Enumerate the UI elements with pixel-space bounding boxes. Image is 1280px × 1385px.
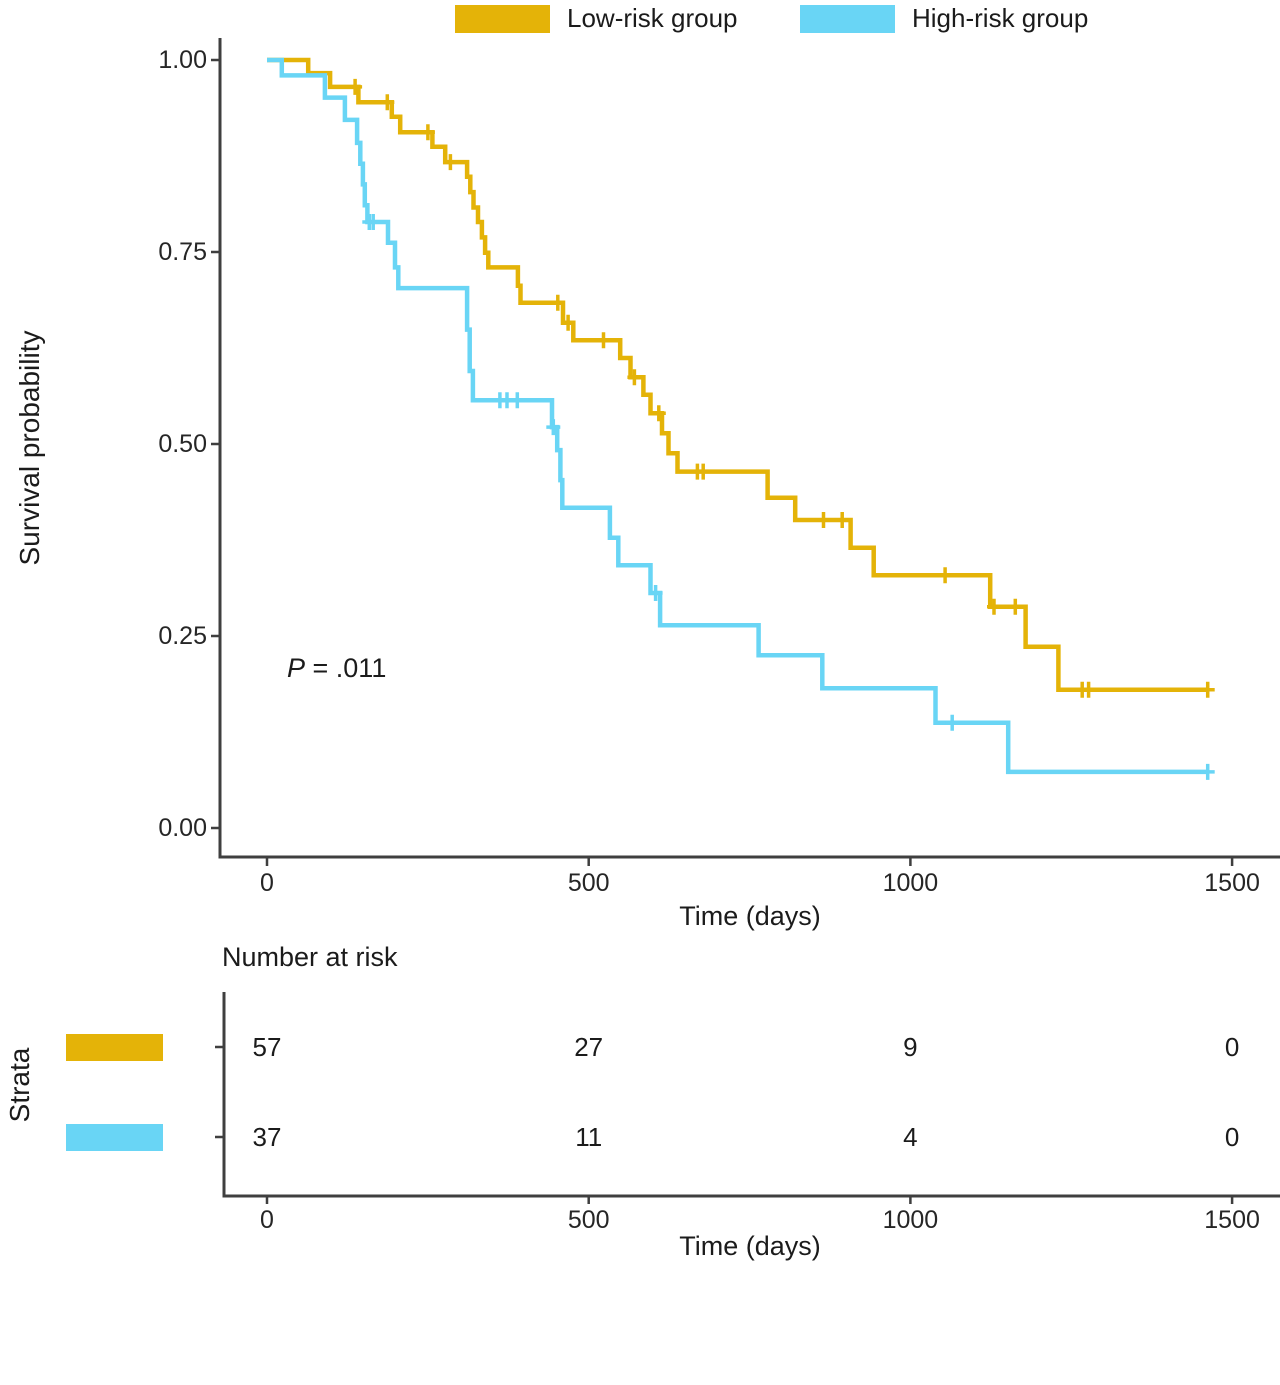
risk-table-title: Number at risk: [222, 942, 398, 972]
x-tick-label: 0: [260, 869, 274, 897]
risk-count: 9: [903, 1032, 918, 1062]
risk-count: 37: [252, 1122, 282, 1152]
p-value-text: = .011: [305, 653, 387, 683]
risk-x-tick-label: 1500: [1204, 1206, 1260, 1234]
risk-count: 0: [1224, 1032, 1240, 1062]
low-risk-legend-label: Low-risk group: [567, 3, 738, 33]
main-axis-spines: [218, 38, 1280, 859]
low-risk-legend-swatch: [455, 5, 550, 33]
risk-x-tick-label: 500: [567, 1206, 610, 1234]
x-tick-label: 1000: [882, 869, 939, 897]
y-tick-label: 0.75: [158, 238, 207, 266]
y-tick-label: 1.00: [158, 46, 207, 74]
high-risk-group-censor-marks: [362, 214, 1215, 780]
p-value-prefix: P: [287, 653, 306, 683]
y-tick-label: 0.25: [158, 622, 207, 650]
x-tick-label: 1500: [1204, 869, 1260, 897]
risk-x-tick-label: 0: [260, 1206, 274, 1234]
high-risk-legend-label: High-risk group: [912, 3, 1089, 33]
risk-count: 11: [575, 1122, 603, 1152]
km-plot-svg: [211, 38, 1280, 1204]
x-axis-title: Time (days): [679, 901, 821, 931]
low-risk-strata-swatch: [66, 1034, 163, 1061]
main-axis-ticks: [211, 58, 1234, 866]
p-value-annotation: P = .011: [287, 653, 386, 683]
high-risk-group-curve: [267, 57, 1215, 780]
high-risk-group-step-line: [267, 57, 1208, 775]
y-axis-title: Survival probability: [14, 330, 45, 566]
risk-count: 4: [903, 1122, 918, 1152]
risk-axis-spines: [222, 992, 1280, 1198]
y-tick-label: 0.00: [158, 814, 207, 842]
risk-count: 0: [1224, 1122, 1240, 1152]
risk-count: 27: [574, 1032, 604, 1062]
strata-label: Strata: [4, 1047, 35, 1123]
low-risk-group-censor-marks: [348, 78, 1215, 698]
risk-table-x-axis-title: Time (days): [679, 1231, 821, 1261]
high-risk-legend-swatch: [800, 5, 895, 33]
risk-count: 57: [252, 1032, 282, 1062]
low-risk-group-curve: [267, 57, 1215, 698]
y-tick-label: 0.50: [158, 430, 207, 458]
high-risk-strata-swatch: [66, 1124, 163, 1151]
low-risk-group-step-line: [267, 57, 1208, 693]
x-tick-label: 500: [567, 869, 610, 897]
risk-axis-ticks: [215, 1045, 1234, 1204]
risk-x-tick-label: 1000: [882, 1206, 939, 1234]
